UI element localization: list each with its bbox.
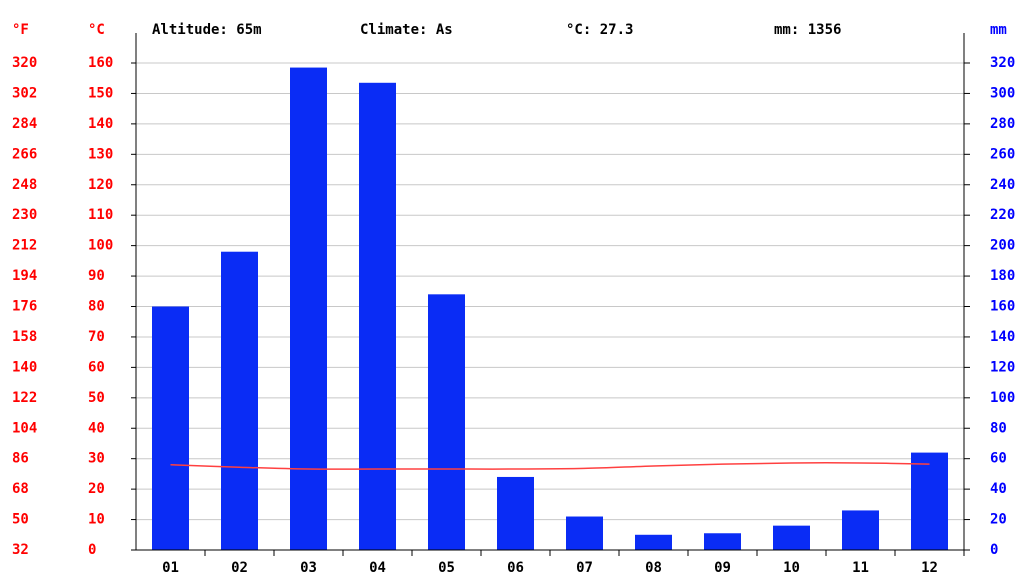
- x-tick-label: 11: [852, 560, 869, 576]
- y2-tick-label: 60: [990, 451, 1007, 467]
- y-tick-label: 80: [88, 299, 105, 315]
- y-tick-label: 40: [88, 420, 105, 436]
- y-tick-label: 30: [88, 451, 105, 467]
- y2-tick-label: 320: [990, 55, 1015, 71]
- bar: [152, 306, 189, 550]
- y-tick-label: 110: [88, 207, 113, 223]
- y3-tick-label: 320: [12, 55, 37, 71]
- x-tick-label: 05: [438, 560, 455, 576]
- x-tick-label: 06: [507, 560, 524, 576]
- y2-tick-label: 300: [990, 85, 1015, 101]
- y3-tick-label: 194: [12, 268, 37, 284]
- y3-tick-label: 32: [12, 542, 29, 558]
- x-tick-label: 07: [576, 560, 593, 576]
- x-tick-label: 03: [300, 560, 317, 576]
- x-tick-label: 04: [369, 560, 386, 576]
- y3-tick-label: 302: [12, 85, 37, 101]
- y-tick-label: 10: [88, 512, 105, 528]
- bar: [842, 510, 879, 550]
- y2-tick-label: 240: [990, 177, 1015, 193]
- y3-tick-label: 230: [12, 207, 37, 223]
- y3-axis-label: °F: [12, 22, 29, 38]
- bar: [566, 516, 603, 550]
- annotation: °C: 27.3: [566, 22, 633, 38]
- y2-tick-label: 220: [990, 207, 1015, 223]
- bar: [635, 534, 672, 550]
- y-axis-label: °C: [88, 22, 105, 38]
- x-tick-label: 12: [921, 560, 938, 576]
- y2-tick-label: 200: [990, 238, 1015, 254]
- x-tick-label: 02: [231, 560, 248, 576]
- y-tick-label: 0: [88, 542, 96, 558]
- annotation: Altitude: 65m: [152, 22, 262, 38]
- y-tick-label: 60: [88, 359, 105, 375]
- y2-tick-label: 20: [990, 512, 1007, 528]
- y-tick-label: 70: [88, 329, 105, 345]
- y2-tick-label: 260: [990, 146, 1015, 162]
- y2-tick-label: 120: [990, 359, 1015, 375]
- y3-tick-label: 104: [12, 420, 37, 436]
- bar: [290, 67, 327, 551]
- y-tick-label: 140: [88, 116, 113, 132]
- y2-tick-label: 180: [990, 268, 1015, 284]
- y-tick-label: 150: [88, 85, 113, 101]
- bar: [773, 525, 810, 550]
- y3-tick-label: 284: [12, 116, 37, 132]
- bar: [428, 294, 465, 550]
- annotation: Climate: As: [360, 22, 453, 38]
- y2-tick-label: 40: [990, 481, 1007, 497]
- y2-axis-label: mm: [990, 22, 1007, 38]
- y2-tick-label: 280: [990, 116, 1015, 132]
- bar: [497, 476, 534, 550]
- x-tick-label: 01: [162, 560, 179, 576]
- y-tick-label: 50: [88, 390, 105, 406]
- y3-tick-label: 158: [12, 329, 37, 345]
- bar: [911, 452, 948, 550]
- y2-tick-label: 140: [990, 329, 1015, 345]
- y3-tick-label: 266: [12, 146, 37, 162]
- bar: [359, 82, 396, 551]
- y-tick-label: 90: [88, 268, 105, 284]
- y-tick-label: 160: [88, 55, 113, 71]
- y-tick-label: 130: [88, 146, 113, 162]
- y2-tick-label: 80: [990, 420, 1007, 436]
- temperature-line: [170, 462, 930, 470]
- y3-tick-label: 248: [12, 177, 37, 193]
- annotation: mm: 1356: [774, 22, 841, 38]
- y3-tick-label: 212: [12, 238, 37, 254]
- x-tick-label: 09: [714, 560, 731, 576]
- x-tick-label: 08: [645, 560, 662, 576]
- y2-tick-label: 160: [990, 299, 1015, 315]
- y3-tick-label: 176: [12, 299, 37, 315]
- y3-tick-label: 122: [12, 390, 37, 406]
- y-tick-label: 120: [88, 177, 113, 193]
- y2-tick-label: 0: [990, 542, 998, 558]
- y-tick-label: 20: [88, 481, 105, 497]
- y2-tick-label: 100: [990, 390, 1015, 406]
- y3-tick-label: 50: [12, 512, 29, 528]
- y3-tick-label: 68: [12, 481, 29, 497]
- bar: [221, 251, 258, 550]
- bar: [704, 533, 741, 550]
- y3-tick-label: 86: [12, 451, 29, 467]
- y-tick-label: 100: [88, 238, 113, 254]
- y3-tick-label: 140: [12, 359, 37, 375]
- x-tick-label: 10: [783, 560, 800, 576]
